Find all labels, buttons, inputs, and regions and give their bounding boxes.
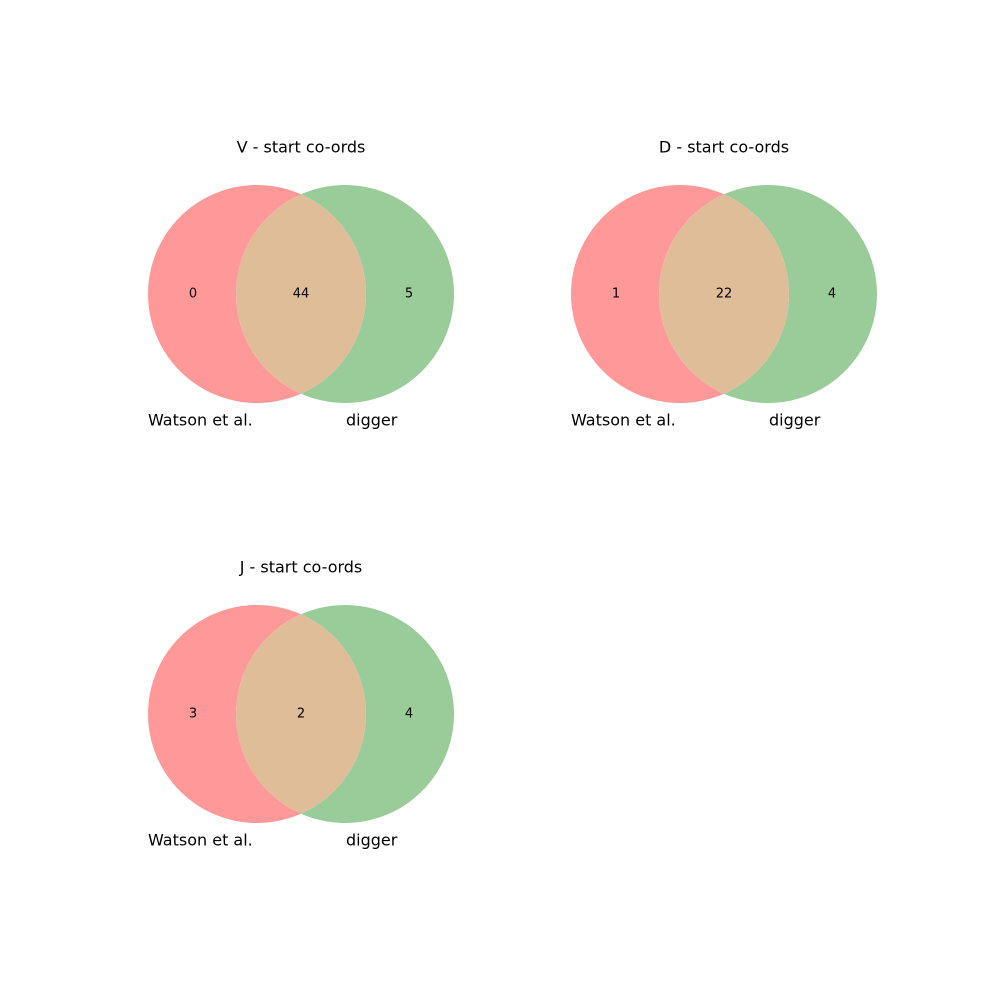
venn-panel: J - start co-ords 3 2 4 Watson et al. digger [147, 558, 455, 850]
count-set-b-only: 4 [828, 287, 836, 302]
count-set-a-only: 1 [612, 287, 620, 302]
count-set-b-only: 4 [405, 707, 413, 722]
count-set-b-only: 5 [405, 287, 413, 302]
count-intersection: 44 [293, 287, 310, 302]
venn-panel: V - start co-ords 0 44 5 Watson et al. digger [148, 138, 454, 430]
venn-panel: D - start co-ords 1 22 4 Watson et al. digger [570, 138, 877, 430]
count-set-a-only: 3 [189, 707, 197, 722]
venn-region-set-b-only [724, 184, 877, 403]
chart-title: J - start co-ords [239, 558, 363, 577]
set-label-b: digger [769, 411, 821, 430]
venn-region-set-b-only [301, 605, 455, 823]
set-label-a: Watson et al. [571, 411, 676, 430]
chart-title: D - start co-ords [659, 138, 789, 157]
set-label-b: digger [346, 831, 398, 850]
set-label-a: Watson et al. [148, 831, 253, 850]
venn-region-set-b-only [301, 184, 454, 403]
venn-region-intersection [235, 194, 366, 394]
venn-region-set-a-only [148, 184, 301, 403]
count-set-a-only: 0 [189, 287, 197, 302]
venn-region-set-a-only [570, 184, 724, 403]
set-label-a: Watson et al. [148, 411, 253, 430]
venn-region-set-a-only [147, 605, 301, 823]
set-label-b: digger [346, 411, 398, 430]
venn-region-intersection [236, 614, 366, 814]
venn-region-intersection [658, 194, 789, 394]
count-intersection: 22 [716, 287, 733, 302]
count-intersection: 2 [297, 707, 305, 722]
chart-title: V - start co-ords [237, 138, 366, 157]
